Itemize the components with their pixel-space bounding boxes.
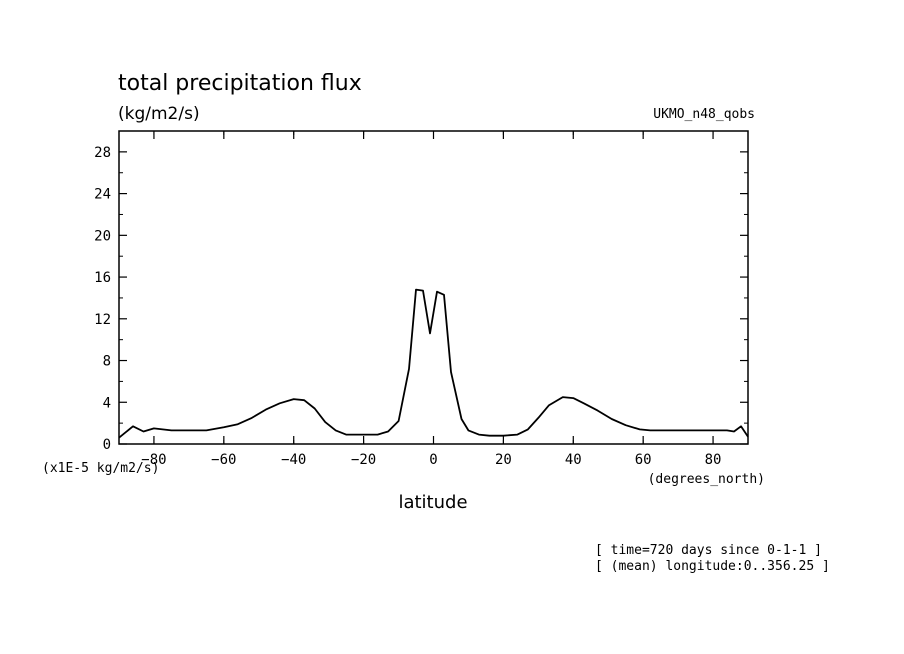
plot-frame	[118, 130, 749, 445]
series-line	[118, 288, 749, 439]
chart-units: (kg/m2/s)	[118, 104, 200, 124]
footer-longitude: [ (mean) longitude:0..356.25 ]	[595, 559, 830, 574]
dataset-label: UKMO_n48_qobs	[653, 107, 755, 122]
x-tick-label: 0	[429, 452, 437, 468]
x-tick-label: 40	[565, 452, 582, 468]
y-tick-label: 20	[94, 228, 111, 244]
x-tick-label: −20	[351, 452, 376, 468]
y-tick-label: 4	[103, 395, 111, 411]
y-tick-label: 8	[103, 354, 111, 370]
x-tick-label: 80	[705, 452, 722, 468]
series-group	[118, 288, 749, 439]
x-tick-label: 60	[635, 452, 652, 468]
y-axis-ticks: 0 4 8 12 16 20 24 28	[94, 145, 748, 453]
x-axis-label: latitude	[398, 492, 467, 513]
y-tick-label: 12	[94, 312, 111, 328]
x-tick-label: 20	[495, 452, 512, 468]
x-tick-label: −80	[141, 452, 166, 468]
y-scale-label: (x1E-5 kg/m2/s)	[42, 461, 159, 476]
y-tick-label: 28	[94, 145, 111, 161]
y-tick-label: 16	[94, 270, 111, 286]
x-tick-label: −60	[211, 452, 236, 468]
y-tick-label: 24	[94, 187, 111, 203]
x-axis-ticks: −80 −60 −40 −20 0 20 40 60 80	[141, 131, 721, 468]
x-tick-label: −40	[281, 452, 306, 468]
y-tick-label: 0	[103, 437, 111, 453]
footer-time: [ time=720 days since 0-1-1 ]	[595, 543, 822, 558]
chart-title: total precipitation flux	[118, 71, 362, 96]
x-units-label: (degrees_north)	[648, 472, 765, 487]
